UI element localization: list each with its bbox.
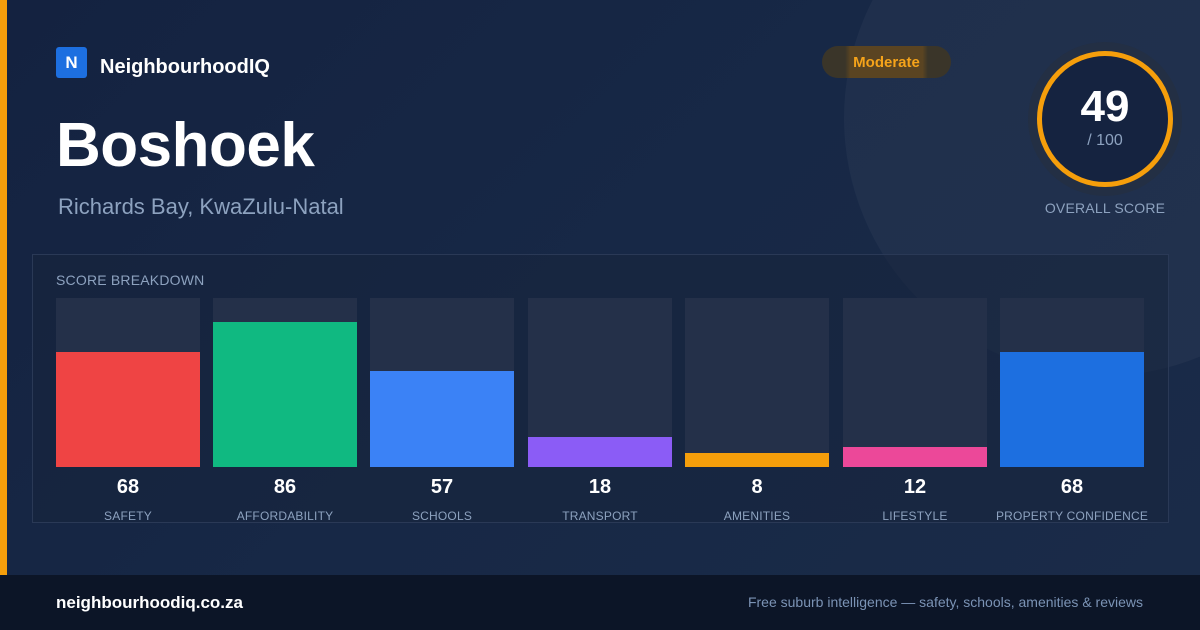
score-bar-transport: 18 TRANSPORT bbox=[528, 298, 672, 523]
footer-tagline: Free suburb intelligence — safety, schoo… bbox=[747, 594, 1143, 610]
score-bar-property-confidence: 68 PROPERTY CONFIDENCE bbox=[996, 298, 1148, 523]
bar-value: 12 bbox=[903, 476, 927, 498]
score-bar-affordability: 86 AFFORDABILITY bbox=[213, 298, 357, 523]
suburb-location: Richards Bay, KwaZulu-Natal bbox=[58, 194, 344, 219]
score-bar-safety: 68 SAFETY bbox=[56, 298, 200, 523]
rating-badge: Moderate bbox=[822, 46, 951, 78]
bar-track bbox=[528, 298, 672, 467]
bar-label: TRANSPORT bbox=[562, 509, 638, 523]
overall-score-value: 49 bbox=[1080, 82, 1130, 131]
bar-fill bbox=[843, 447, 987, 467]
share-card: N NeighbourhoodIQ Boshoek Richards Bay, … bbox=[0, 0, 1200, 575]
bar-value: 57 bbox=[430, 476, 454, 498]
bar-label: SCHOOLS bbox=[411, 509, 473, 523]
brand[interactable]: N NeighbourhoodIQ bbox=[56, 46, 270, 79]
bar-fill bbox=[56, 352, 200, 467]
bar-label: PROPERTY CONFIDENCE bbox=[995, 509, 1149, 523]
score-bar-schools: 57 SCHOOLS bbox=[370, 298, 514, 523]
bar-label: AFFORDABILITY bbox=[236, 509, 334, 523]
bar-value: 8 bbox=[751, 476, 763, 498]
score-bar-lifestyle: 12 LIFESTYLE bbox=[843, 298, 987, 523]
bar-track bbox=[685, 298, 829, 467]
bar-fill bbox=[370, 371, 514, 467]
bar-value: 68 bbox=[116, 476, 140, 498]
bar-track bbox=[56, 298, 200, 467]
overall-score-label: OVERALL SCORE bbox=[1044, 200, 1166, 216]
score-ring bbox=[1037, 51, 1173, 187]
bar-label: LIFESTYLE bbox=[882, 509, 948, 523]
score-bar-amenities: 8 AMENITIES bbox=[685, 298, 829, 523]
bar-track bbox=[370, 298, 514, 467]
bar-track bbox=[843, 298, 987, 467]
bar-value: 18 bbox=[588, 476, 612, 498]
bar-label: AMENITIES bbox=[723, 509, 791, 523]
score-breakdown-title: SCORE BREAKDOWN bbox=[56, 272, 205, 288]
bar-label: SAFETY bbox=[104, 509, 152, 523]
brand-logo-icon: N bbox=[56, 47, 87, 78]
footer-domain-link[interactable]: neighbourhoodiq.co.za bbox=[56, 593, 243, 612]
bar-fill bbox=[685, 453, 829, 467]
bar-fill bbox=[1000, 352, 1144, 467]
overall-score-max: / 100 bbox=[1087, 132, 1123, 149]
bar-fill bbox=[528, 437, 672, 467]
brand-name: NeighbourhoodIQ bbox=[100, 56, 270, 78]
accent-bar bbox=[0, 0, 7, 575]
bar-fill bbox=[213, 322, 357, 467]
bar-value: 86 bbox=[273, 476, 297, 498]
suburb-title: Boshoek bbox=[56, 111, 315, 180]
bar-track bbox=[1000, 298, 1144, 467]
bar-track bbox=[213, 298, 357, 467]
bar-value: 68 bbox=[1060, 476, 1084, 498]
footer bbox=[0, 575, 1200, 630]
